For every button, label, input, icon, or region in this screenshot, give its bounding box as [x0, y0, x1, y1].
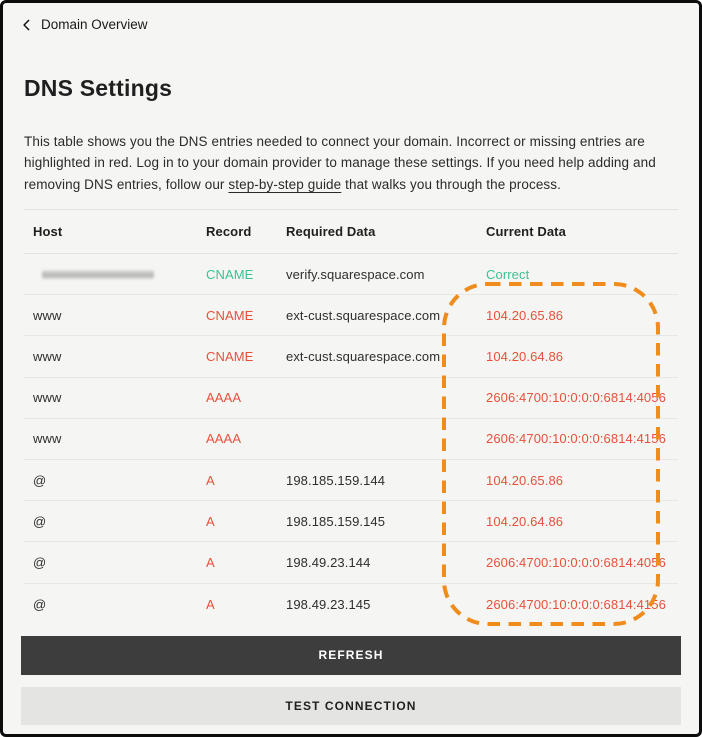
current-data-cell: 2606:4700:10:0:0:0:6814:4156 — [486, 431, 666, 447]
page-title: DNS Settings — [24, 74, 173, 101]
table-row: www AAAA 2606:4700:10:0:0:0:6814:4056 — [24, 378, 678, 419]
host-cell: @ — [33, 554, 47, 570]
current-data-cell: 104.20.65.86 — [486, 472, 564, 488]
description-text: This table shows you the DNS entries nee… — [24, 131, 678, 196]
table-row: www CNAME ext-cust.squarespace.com 104.2… — [24, 295, 678, 337]
required-data-cell: ext-cust.squarespace.com — [286, 307, 441, 323]
record-cell: CNAME — [206, 348, 254, 364]
chevron-left-icon — [20, 18, 33, 32]
current-data-cell: 2606:4700:10:0:0:0:6814:4056 — [486, 554, 666, 570]
record-cell: CNAME — [206, 307, 254, 323]
host-cell: @ — [33, 472, 47, 488]
record-cell: AAAA — [206, 431, 242, 447]
column-header-host: Host — [33, 224, 63, 239]
table-header-row: Host Record Required Data Current Data — [24, 209, 678, 254]
record-cell: CNAME — [206, 266, 254, 282]
table-row: @ A 198.49.23.144 2606:4700:10:0:0:0:681… — [24, 542, 678, 584]
back-link-label: Domain Overview — [41, 17, 148, 32]
back-link[interactable]: Domain Overview — [20, 17, 148, 32]
current-data-cell: 104.20.65.86 — [486, 307, 564, 323]
required-data-cell: 198.185.159.144 — [286, 472, 386, 488]
host-cell: www — [33, 307, 62, 323]
table-row: @ A 198.49.23.145 2606:4700:10:0:0:0:681… — [24, 584, 678, 625]
column-header-record: Record — [206, 224, 252, 239]
host-cell: @ — [33, 596, 47, 612]
record-cell: A — [206, 554, 215, 570]
host-cell — [24, 269, 197, 279]
step-by-step-guide-link[interactable]: step-by-step guide — [228, 176, 342, 192]
record-cell: A — [206, 596, 215, 612]
dns-records-table: Host Record Required Data Current Data C… — [24, 209, 678, 625]
required-data-cell: 198.185.159.145 — [286, 513, 386, 529]
column-header-required-data: Required Data — [286, 224, 376, 239]
required-data-cell: verify.squarespace.com — [286, 266, 425, 282]
host-cell: @ — [33, 513, 47, 529]
table-body: CNAME verify.squarespace.com Correct www… — [24, 254, 678, 625]
refresh-button[interactable]: REFRESH — [21, 635, 681, 675]
record-cell: A — [206, 513, 215, 529]
record-cell: AAAA — [206, 390, 242, 406]
current-data-cell: 2606:4700:10:0:0:0:6814:4056 — [486, 390, 666, 406]
test-connection-button[interactable]: TEST CONNECTION — [21, 686, 681, 725]
table-row: www CNAME ext-cust.squarespace.com 104.2… — [24, 336, 678, 378]
redacted-host-value — [42, 269, 154, 279]
current-data-cell: 104.20.64.86 — [486, 513, 564, 529]
host-cell: www — [33, 348, 62, 364]
host-cell: www — [33, 431, 62, 447]
host-cell: www — [33, 390, 62, 406]
table-row: www AAAA 2606:4700:10:0:0:0:6814:4156 — [24, 419, 678, 460]
required-data-cell: 198.49.23.145 — [286, 596, 371, 612]
description-segment: This table shows you the DNS entries nee… — [24, 133, 656, 192]
table-row: CNAME verify.squarespace.com Correct — [24, 254, 678, 296]
description-segment: that walks you through the process. — [341, 176, 561, 192]
current-data-cell: 104.20.64.86 — [486, 348, 564, 364]
column-header-current-data: Current Data — [486, 224, 566, 239]
current-data-cell: 2606:4700:10:0:0:0:6814:4156 — [486, 596, 666, 612]
required-data-cell: 198.49.23.144 — [286, 554, 371, 570]
record-cell: A — [206, 472, 215, 488]
table-row: @ A 198.185.159.144 104.20.65.86 — [24, 460, 678, 502]
table-row: @ A 198.185.159.145 104.20.64.86 — [24, 501, 678, 543]
required-data-cell: ext-cust.squarespace.com — [286, 348, 441, 364]
current-data-cell: Correct — [486, 266, 530, 282]
